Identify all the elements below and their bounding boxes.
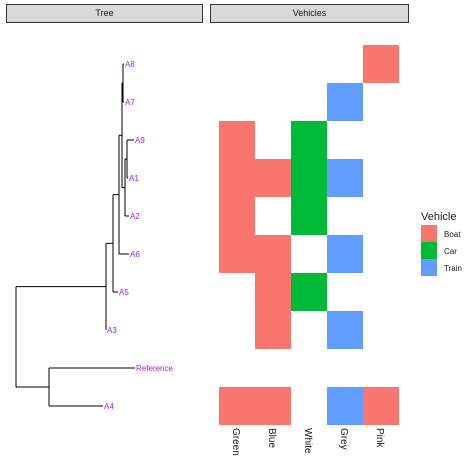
tip-label-a2: A2 xyxy=(130,212,140,221)
heat-cell-a4-blue xyxy=(255,387,291,425)
tip-label-a4: A4 xyxy=(104,402,114,411)
legend-title: Vehicle xyxy=(421,211,456,223)
x-tick-blue: Blue xyxy=(266,428,277,448)
tree-layer: A8 A7 A9 A1 A2 A6 A5 A3 Reference A4 xyxy=(15,60,173,411)
heat-cell-a1-white xyxy=(291,159,327,197)
legend-key-boat xyxy=(421,225,437,242)
heat-cell-a1-blue xyxy=(255,159,291,197)
heat-cell-a8-pink xyxy=(363,45,399,83)
legend-label-car: Car xyxy=(444,247,457,256)
heat-cell-a7-grey xyxy=(327,83,363,121)
tip-label-a8: A8 xyxy=(125,60,135,69)
x-tick-white: White xyxy=(302,428,313,454)
heat-cell-a5-white xyxy=(291,273,327,311)
heat-cell-a9-green xyxy=(219,121,255,159)
heat-cell-a6-blue xyxy=(255,235,291,273)
heat-cell-a4-green xyxy=(219,387,255,425)
heat-cell-a2-green xyxy=(219,197,255,235)
legend-label-boat: Boat xyxy=(444,230,461,239)
tip-label-a3: A3 xyxy=(107,326,117,335)
heat-cell-a1-green xyxy=(219,159,255,197)
heat-cell-a2-white xyxy=(291,197,327,235)
tree-panel-strip: Tree xyxy=(6,4,203,23)
heat-cell-a4-grey xyxy=(327,387,363,425)
legend: Vehicle Boat Car Train xyxy=(421,211,462,276)
vehicles-panel-strip: Vehicles xyxy=(210,4,409,23)
heat-cell-a6-grey xyxy=(327,235,363,273)
x-tick-grey: Grey xyxy=(338,428,349,450)
heat-cell-a3-grey xyxy=(327,311,363,349)
heat-cell-a5-blue xyxy=(255,273,291,311)
x-tick-labels: Green Blue White Grey Pink xyxy=(230,428,385,456)
tip-label-a7: A7 xyxy=(125,98,135,107)
heat-cell-a1-grey xyxy=(327,159,363,197)
tip-label-a1: A1 xyxy=(129,174,139,183)
heat-cell-a3-blue xyxy=(255,311,291,349)
tip-label-a9: A9 xyxy=(135,136,145,145)
x-tick-pink: Pink xyxy=(374,428,385,448)
tip-label-a5: A5 xyxy=(119,288,129,297)
tip-label-a6: A6 xyxy=(130,250,140,259)
heat-cell-a9-white xyxy=(291,121,327,159)
legend-key-car xyxy=(421,242,437,259)
tip-label-reference: Reference xyxy=(136,364,173,373)
x-tick-green: Green xyxy=(230,428,241,456)
heat-cell-a6-green xyxy=(219,235,255,273)
heat-cell-a4-pink xyxy=(363,387,399,425)
legend-key-train xyxy=(421,259,437,276)
heatmap-layer xyxy=(219,45,399,425)
legend-label-train: Train xyxy=(444,264,462,273)
